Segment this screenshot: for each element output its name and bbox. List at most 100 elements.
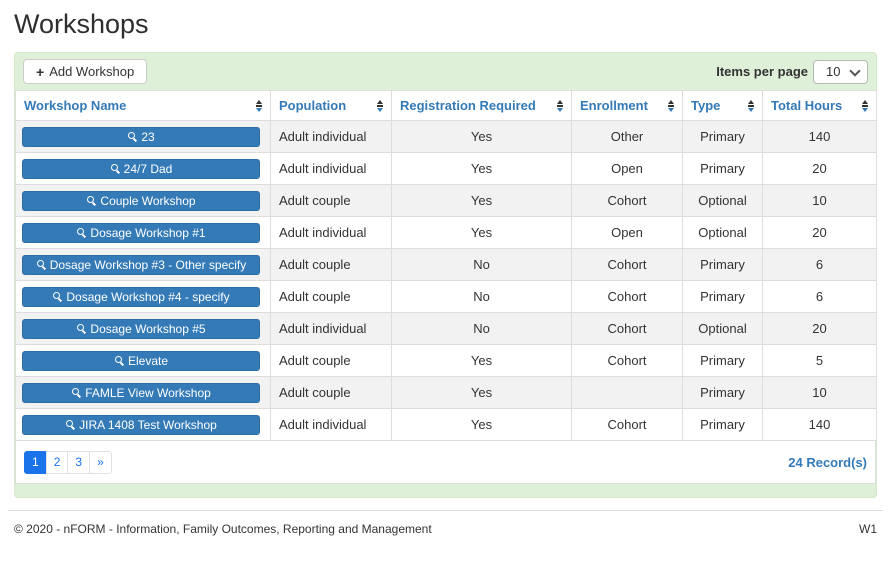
table-header-row: Workshop Name Population Registration Re… (15, 90, 877, 121)
hours-cell: 140 (762, 120, 877, 153)
search-icon (65, 419, 75, 430)
column-header-enrollment[interactable]: Enrollment (571, 90, 683, 121)
type-cell: Primary (682, 376, 763, 409)
population-cell: Adult couple (270, 184, 392, 217)
hours-cell: 20 (762, 216, 877, 249)
pagination-row: 1 2 3 » 24 Record(s) (15, 441, 876, 484)
search-icon (76, 323, 86, 334)
sort-icon (668, 99, 674, 112)
search-icon (36, 259, 46, 270)
workshop-name-cell: Couple Workshop (15, 184, 271, 217)
population-cell: Adult couple (270, 376, 392, 409)
workshop-name-label: FAMLE View Workshop (85, 385, 211, 400)
workshops-table: Workshop Name Population Registration Re… (15, 90, 877, 441)
sort-icon (377, 99, 383, 112)
panel-toolbar: + Add Workshop Items per page 10 (15, 53, 876, 90)
search-icon (86, 195, 96, 206)
add-workshop-button[interactable]: + Add Workshop (23, 59, 148, 84)
search-icon (127, 131, 137, 142)
enrollment-cell: Other (571, 120, 683, 153)
table-row: Elevate Adult couple Yes Cohort Primary 5 (15, 344, 877, 377)
workshop-link-button[interactable]: Dosage Workshop #1 (22, 222, 260, 243)
items-per-page-select-wrap: 10 (813, 59, 868, 84)
column-label: Type (691, 98, 721, 113)
population-cell: Adult individual (270, 216, 392, 249)
workshop-name-label: Couple Workshop (100, 193, 196, 208)
workshop-name-cell: Dosage Workshop #1 (15, 216, 271, 249)
registration-cell: No (391, 248, 572, 281)
population-cell: Adult couple (270, 280, 392, 313)
workshop-link-button[interactable]: Dosage Workshop #5 (22, 318, 260, 339)
workshop-link-button[interactable]: FAMLE View Workshop (22, 382, 260, 403)
workshop-link-button[interactable]: Dosage Workshop #4 - specify (22, 286, 260, 307)
workshop-name-cell: Dosage Workshop #3 - Other specify (15, 248, 271, 281)
sort-icon (862, 99, 868, 112)
column-header-type[interactable]: Type (682, 90, 763, 121)
workshop-name-cell: Elevate (15, 344, 271, 377)
workshop-name-label: 23 (141, 129, 155, 144)
registration-cell: No (391, 312, 572, 345)
workshops-panel: + Add Workshop Items per page 10 Worksho… (14, 52, 877, 498)
enrollment-cell: Cohort (571, 280, 683, 313)
page-button-1[interactable]: 1 (24, 450, 47, 474)
column-label: Population (279, 98, 347, 113)
column-label: Workshop Name (24, 98, 127, 113)
workshop-name-label: Elevate (127, 353, 169, 368)
column-header-registration-required[interactable]: Registration Required (391, 90, 572, 121)
population-cell: Adult couple (270, 248, 392, 281)
enrollment-cell: Cohort (571, 344, 683, 377)
workshop-link-button[interactable]: Couple Workshop (22, 190, 260, 211)
workshop-name-cell: Dosage Workshop #5 (15, 312, 271, 345)
hours-cell: 5 (762, 344, 877, 377)
table-row: FAMLE View Workshop Adult couple Yes Primar… (15, 376, 877, 409)
column-header-workshop-name[interactable]: Workshop Name (15, 90, 271, 121)
search-icon (110, 163, 120, 174)
table-row: 24/7 Dad Adult individual Yes Open Primary 20 (15, 152, 877, 185)
type-cell: Optional (682, 184, 763, 217)
enrollment-cell: Cohort (571, 408, 683, 441)
registration-cell: Yes (391, 408, 572, 441)
page-title: Workshops (14, 9, 149, 39)
workshop-name-label: Dosage Workshop #5 (90, 321, 206, 336)
workshop-name-label: JIRA 1408 Test Workshop (79, 417, 217, 432)
page-button-2[interactable]: 2 (45, 450, 69, 474)
table-row: Dosage Workshop #1 Adult individual Yes Ope… (15, 216, 877, 249)
column-header-population[interactable]: Population (270, 90, 392, 121)
type-cell: Primary (682, 152, 763, 185)
workshop-link-button[interactable]: Dosage Workshop #3 - Other specify (22, 254, 260, 275)
registration-cell: Yes (391, 184, 572, 217)
items-per-page-select[interactable]: 10 (813, 59, 868, 84)
copyright-text: © 2020 - nFORM - Information, Family Out… (14, 522, 432, 536)
items-per-page: Items per page 10 (716, 59, 868, 84)
page-button-3[interactable]: 3 (67, 450, 91, 474)
hours-cell: 6 (762, 280, 877, 313)
population-cell: Adult individual (270, 312, 392, 345)
items-per-page-label: Items per page (716, 64, 808, 79)
column-header-total-hours[interactable]: Total Hours (762, 90, 877, 121)
workshop-link-button[interactable]: 23 (22, 126, 260, 147)
enrollment-cell: Cohort (571, 184, 683, 217)
table-container: Workshop Name Population Registration Re… (15, 90, 877, 484)
hours-cell: 10 (762, 376, 877, 409)
version-label: W1 (859, 522, 877, 536)
workshop-link-button[interactable]: Elevate (22, 350, 260, 371)
population-cell: Adult individual (270, 152, 392, 185)
workshop-link-button[interactable]: 24/7 Dad (22, 158, 260, 179)
hours-cell: 20 (762, 312, 877, 345)
hours-cell: 140 (762, 408, 877, 441)
type-cell: Primary (682, 408, 763, 441)
type-cell: Primary (682, 120, 763, 153)
search-icon (76, 227, 86, 238)
table-row: Dosage Workshop #4 - specify Adult couple… (15, 280, 877, 313)
next-page-button[interactable]: » (89, 450, 112, 474)
hours-cell: 6 (762, 248, 877, 281)
workshop-name-cell: Dosage Workshop #4 - specify (15, 280, 271, 313)
type-cell: Primary (682, 248, 763, 281)
workshop-link-button[interactable]: JIRA 1408 Test Workshop (22, 414, 260, 435)
footer-divider (8, 510, 883, 511)
enrollment-cell: Open (571, 152, 683, 185)
population-cell: Adult individual (270, 120, 392, 153)
search-icon (52, 291, 62, 302)
registration-cell: Yes (391, 120, 572, 153)
page-footer: © 2020 - nFORM - Information, Family Out… (0, 511, 891, 536)
